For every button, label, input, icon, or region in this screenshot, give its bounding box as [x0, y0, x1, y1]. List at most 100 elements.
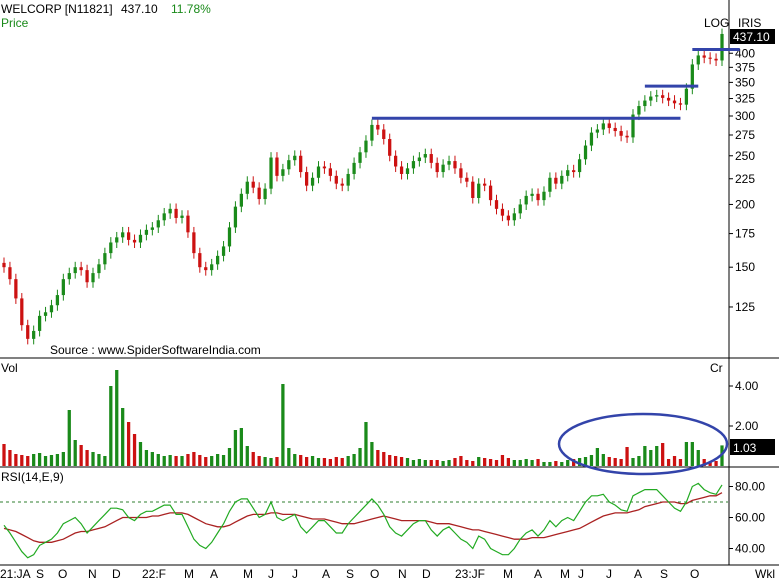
volume-bar — [530, 460, 534, 466]
candle-body — [619, 131, 623, 136]
candle-body — [524, 195, 528, 205]
candle-body — [275, 157, 279, 176]
volume-bar — [595, 448, 600, 466]
candle-body — [109, 242, 113, 254]
candle-body — [121, 232, 125, 238]
candle-body — [20, 298, 24, 326]
volume-bar — [465, 460, 469, 466]
candle-body — [364, 140, 368, 153]
volume-bar — [672, 456, 677, 466]
candle-body — [287, 160, 291, 170]
candle-body — [49, 305, 54, 313]
candle-body — [304, 172, 309, 186]
volume-bar — [204, 457, 208, 466]
volume-bar — [304, 457, 309, 466]
volume-tick-label: 2.00 — [735, 419, 759, 433]
candle-body — [73, 267, 77, 274]
price-tick-label: 250 — [735, 149, 755, 163]
volume-bar — [429, 460, 433, 466]
header-change: 11.78% — [171, 2, 211, 16]
volume-bar — [180, 456, 184, 466]
candle-body — [281, 169, 285, 176]
candle-body — [488, 185, 493, 201]
candle-body — [536, 193, 540, 201]
candle-body — [115, 237, 119, 243]
candle-body — [506, 215, 511, 221]
candle-body — [227, 227, 232, 247]
volume-bar — [32, 454, 36, 466]
volume-bar — [322, 458, 327, 466]
rsi-axis: 80.00 60.00 40.00 — [729, 480, 765, 556]
volume-bar — [49, 455, 54, 466]
volume-bar — [2, 444, 6, 466]
x-axis-label: M — [243, 567, 253, 581]
candle-body — [215, 255, 220, 265]
volume-bar — [661, 443, 665, 466]
volume-bar — [394, 456, 398, 466]
candle-body — [2, 262, 6, 268]
volume-bar — [643, 446, 647, 466]
volume-bar — [536, 459, 540, 466]
volume-bar — [227, 448, 232, 466]
volume-bar — [364, 422, 368, 466]
volume-bar — [55, 454, 60, 466]
volume-bar — [91, 452, 95, 466]
candle-body — [494, 200, 499, 209]
price-tick-label: 375 — [735, 60, 755, 74]
volume-bar — [601, 454, 605, 466]
candle-body — [376, 124, 380, 130]
x-axis-label: A — [210, 567, 218, 581]
rsi-line — [3, 482, 723, 559]
candle-body — [204, 267, 208, 271]
volume-bar — [607, 457, 611, 466]
candle-body — [316, 166, 321, 178]
candle-body — [518, 204, 522, 214]
volume-bar — [340, 458, 344, 466]
volume-bar — [210, 456, 214, 466]
volume-bar — [109, 386, 113, 466]
candle-body — [702, 55, 706, 58]
volume-bar — [625, 447, 629, 466]
candle-body — [14, 279, 18, 299]
volume-bar — [666, 459, 671, 466]
volume-bar — [162, 456, 166, 466]
volume-bar — [299, 455, 303, 466]
volume-bar — [382, 452, 386, 466]
candle-body — [678, 103, 683, 105]
candle-body — [589, 132, 594, 146]
volume-bar — [388, 455, 392, 466]
source-note: Source : www.SpiderSoftwareIndia.com — [50, 343, 261, 357]
volume-bar — [494, 460, 499, 466]
candle-body — [340, 183, 344, 186]
scale-mode[interactable]: LOG — [704, 16, 729, 30]
period-label[interactable]: Wkl — [755, 567, 775, 581]
candle-body — [394, 155, 398, 167]
candle-body — [411, 161, 416, 169]
volume-bar — [702, 459, 706, 466]
price-candles — [2, 28, 724, 345]
candle-body — [661, 95, 665, 98]
volume-unit: Cr — [710, 361, 723, 375]
candle-body — [417, 157, 422, 162]
volume-bar — [257, 456, 261, 466]
candle-body — [382, 129, 386, 139]
candle-body — [310, 177, 315, 186]
candle-body — [132, 239, 137, 243]
x-axis-label: M — [560, 567, 570, 581]
rsi-tick-label: 80.00 — [735, 480, 765, 494]
candle-body — [97, 264, 101, 274]
volume-bar — [97, 454, 101, 466]
volume-bar — [524, 459, 528, 466]
candle-body — [388, 138, 392, 156]
volume-bar — [138, 442, 143, 466]
volume-bar — [156, 454, 160, 466]
volume-bar — [684, 442, 689, 466]
x-axis-label: J — [268, 567, 274, 581]
volume-bar — [376, 450, 380, 466]
volume-bar — [583, 457, 588, 466]
candle-body — [43, 312, 48, 316]
candle-body — [180, 215, 184, 218]
candle-body — [334, 175, 338, 184]
candle-body — [447, 161, 451, 165]
